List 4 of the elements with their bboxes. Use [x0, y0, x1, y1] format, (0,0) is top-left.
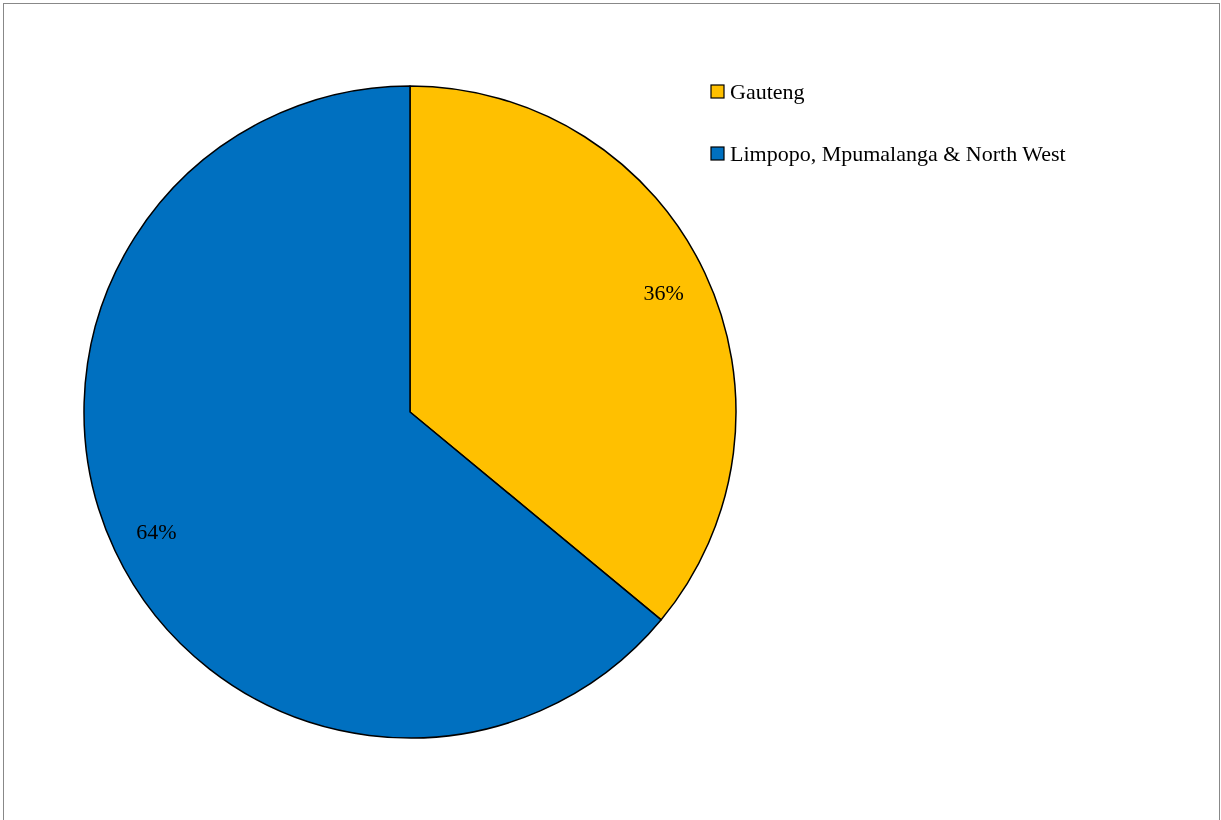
legend-label: Limpopo, Mpumalanga & North West — [730, 140, 1066, 166]
data-label: 36% — [643, 280, 684, 306]
data-label: 64% — [136, 518, 177, 544]
legend-label: Gauteng — [730, 78, 805, 104]
